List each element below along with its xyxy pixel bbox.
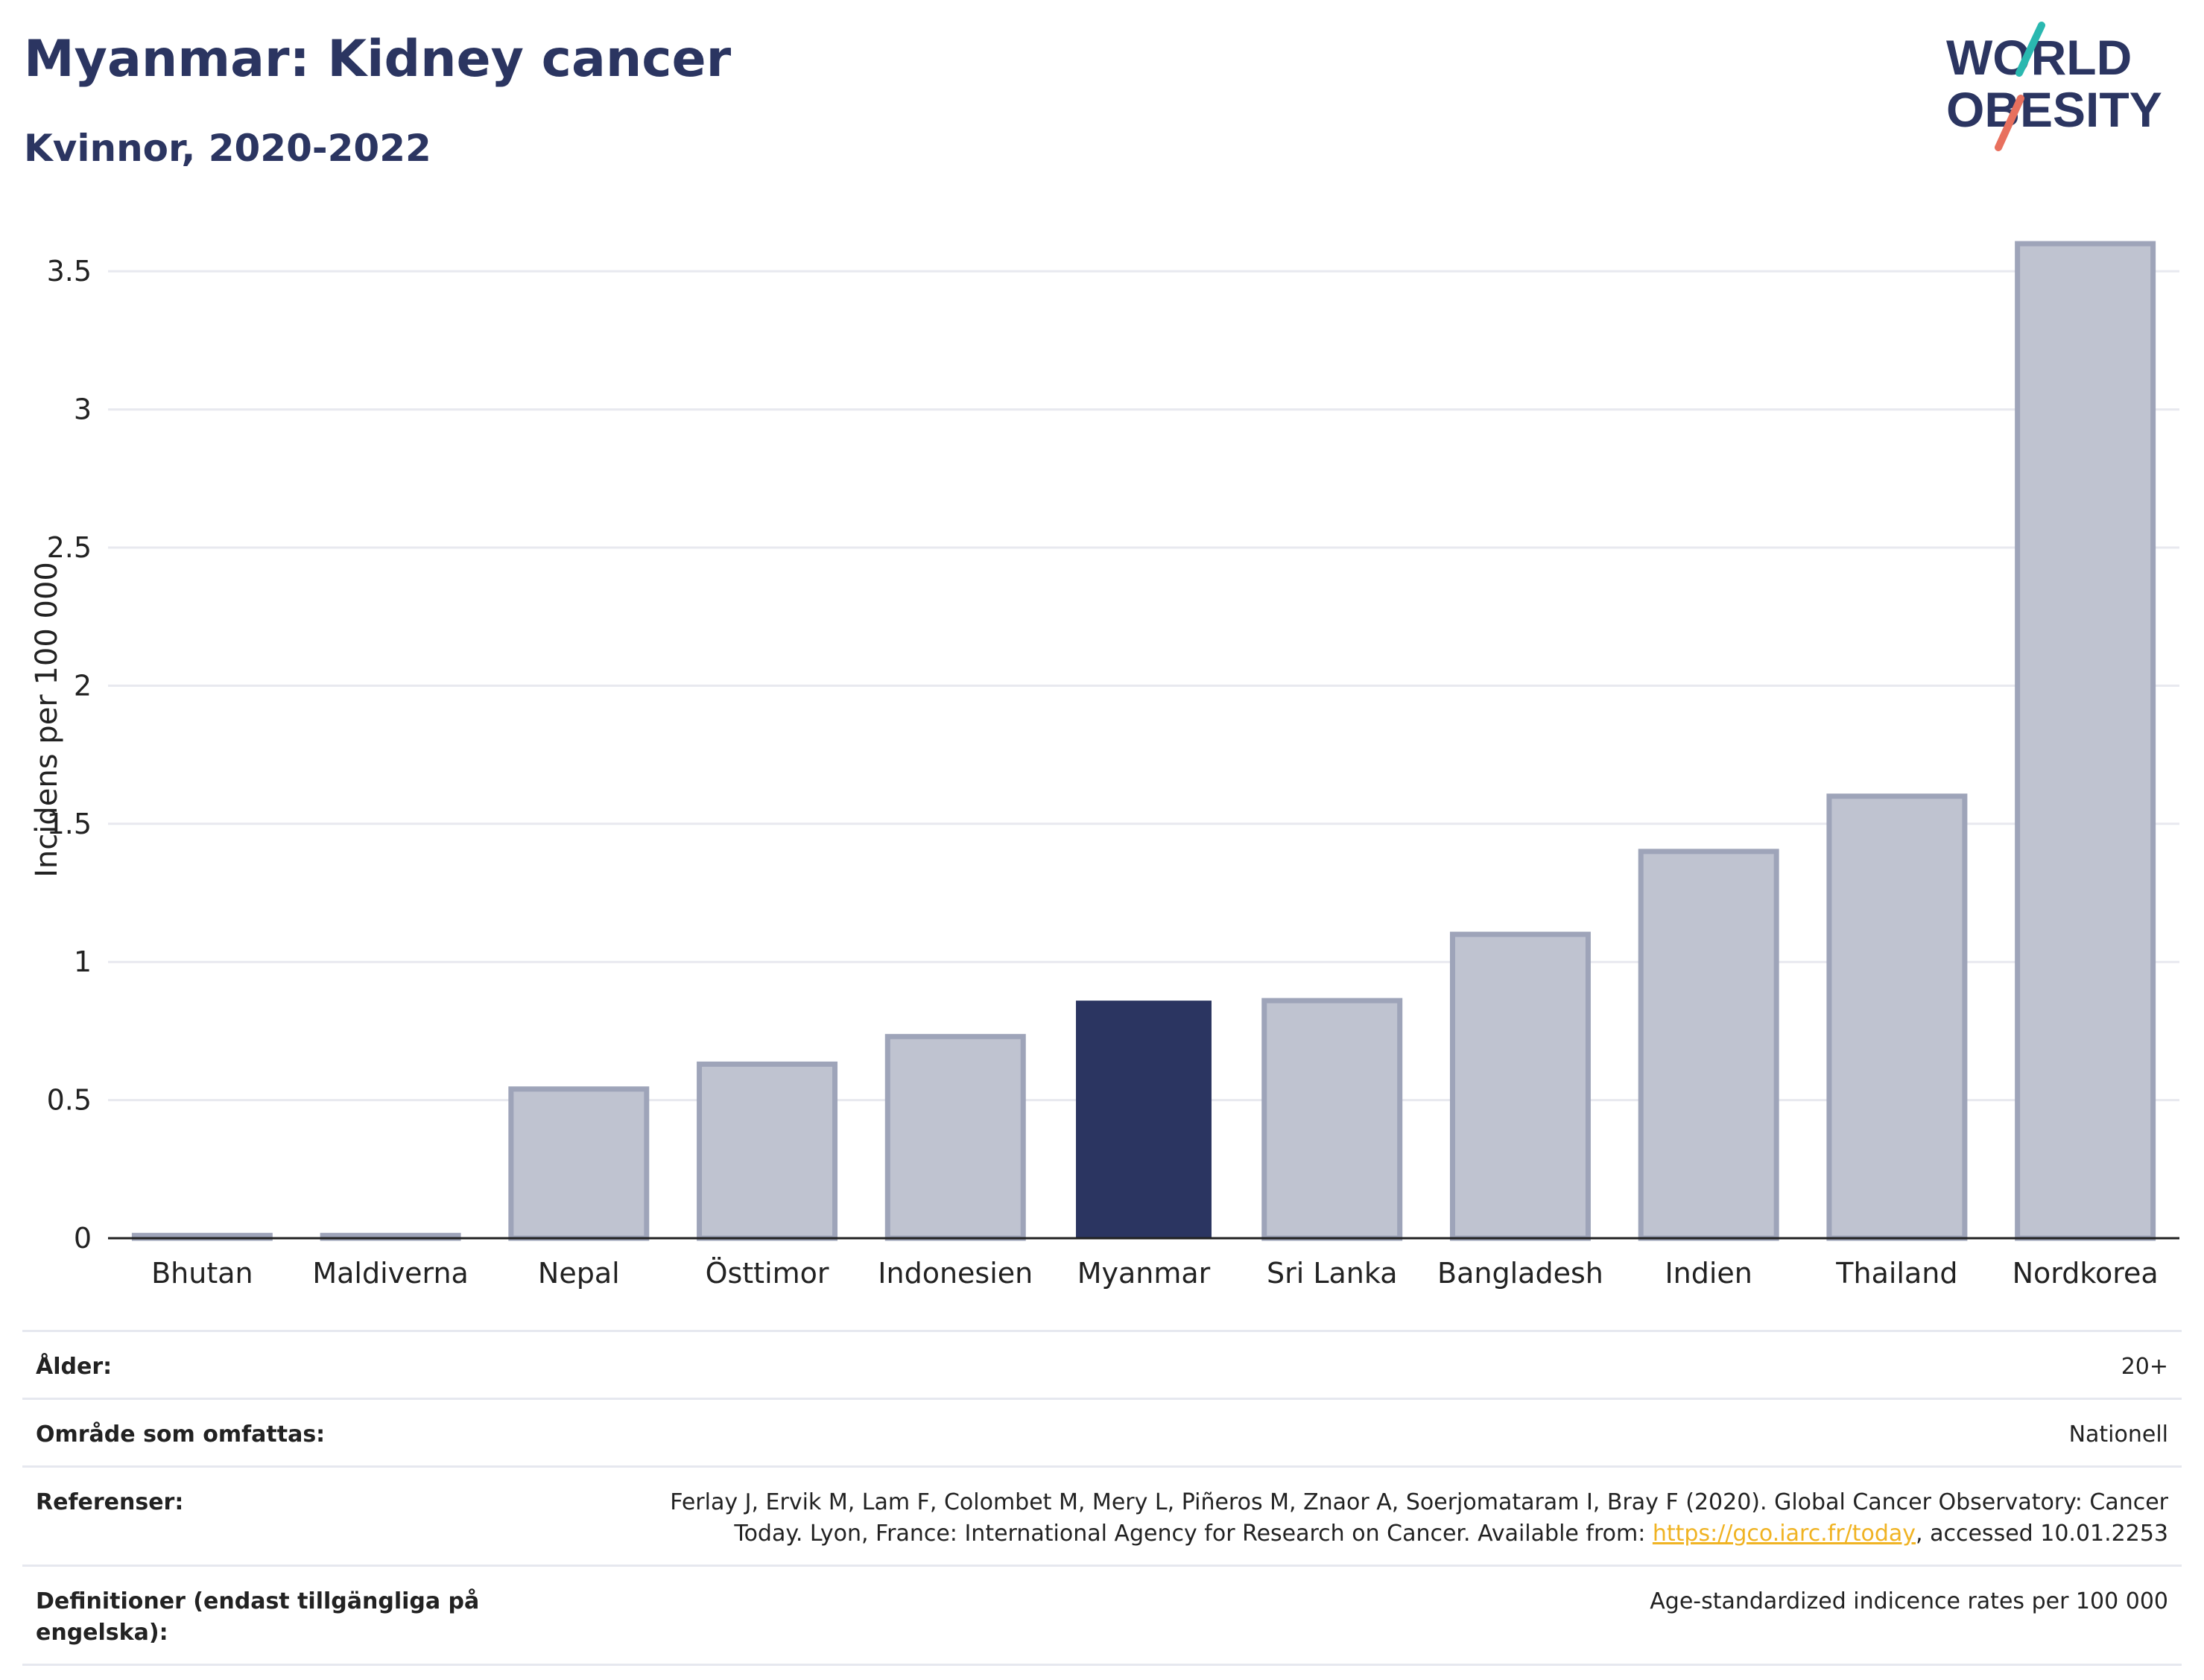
x-tick-label: Bangladesh bbox=[1437, 1257, 1603, 1290]
bar--sttimor bbox=[697, 1061, 838, 1241]
y-tick-label: 0.5 bbox=[47, 1084, 92, 1117]
x-tick-label: Östtimor bbox=[706, 1257, 829, 1290]
x-tick-label: Indonesien bbox=[878, 1257, 1033, 1290]
info-label-area: Område som omfattas: bbox=[36, 1421, 326, 1448]
y-tick-label: 2.5 bbox=[47, 531, 92, 564]
x-tick-label: Nepal bbox=[538, 1257, 620, 1290]
x-tick-label: Nordkorea bbox=[2013, 1257, 2159, 1290]
x-tick-label: Maldiverna bbox=[312, 1257, 469, 1290]
logo-slash-teal bbox=[2015, 22, 2045, 77]
info-row-area: Område som omfattas: Nationell bbox=[22, 1398, 2182, 1465]
info-row-references: Referenser: Ferlay J, Ervik M, Lam F, Co… bbox=[22, 1465, 2182, 1565]
reference-link[interactable]: https://gco.iarc.fr/today bbox=[1652, 1521, 1916, 1547]
reference-text-line1: Ferlay J, Ervik M, Lam F, Colombet M, Me… bbox=[670, 1489, 2168, 1515]
bar-indien bbox=[1638, 849, 1779, 1241]
x-tick-label: Sri Lanka bbox=[1267, 1257, 1398, 1290]
bar-indonesien bbox=[884, 1033, 1026, 1241]
logo-text-obesity: OBESITY bbox=[1946, 82, 2162, 137]
x-tick-label: Myanmar bbox=[1077, 1257, 1211, 1290]
chart-title: Myanmar: Kidney cancer bbox=[24, 30, 732, 89]
bar-myanmar bbox=[1076, 1001, 1212, 1238]
bar-sri-lanka bbox=[1261, 998, 1403, 1241]
info-label-age: Ålder: bbox=[36, 1354, 113, 1380]
y-axis-title: Incidens per 100 000 bbox=[30, 562, 64, 878]
info-value-age: 20+ bbox=[2121, 1354, 2168, 1380]
bar-thailand bbox=[1826, 793, 1968, 1241]
info-label-references: Referenser: bbox=[36, 1489, 184, 1515]
bar-chart: 0 0.5 1 1.5 2 2.5 3 3.5 Bhutan Maldiverna Nepal Öst… bbox=[30, 241, 2179, 1290]
bar-nepal bbox=[508, 1086, 650, 1241]
x-tick-label: Thailand bbox=[1835, 1257, 1957, 1290]
logo-slash-coral bbox=[1995, 95, 2024, 151]
y-tick-label: 3 bbox=[74, 393, 92, 426]
y-tick-label: 0 bbox=[74, 1222, 92, 1255]
reference-text-line2: Today. Lyon, France: International Agenc… bbox=[734, 1521, 1653, 1547]
info-value-definitions: Age-standardized indicence rates per 100… bbox=[1650, 1588, 2168, 1614]
reference-accessed: , accessed 10.01.2253 bbox=[1916, 1521, 2168, 1547]
y-tick-label: 3.5 bbox=[47, 255, 92, 288]
x-tick-label: Indien bbox=[1665, 1257, 1752, 1290]
y-tick-label: 1 bbox=[74, 945, 92, 978]
y-tick-label: 1.5 bbox=[47, 808, 92, 840]
chart-subtitle: Kvinnor, 2020-2022 bbox=[24, 127, 431, 170]
info-row-age: Ålder: 20+ bbox=[22, 1330, 2182, 1398]
x-tick-label: Bhutan bbox=[151, 1257, 253, 1290]
info-value-references: Ferlay J, Ervik M, Lam F, Colombet M, Me… bbox=[670, 1487, 2168, 1550]
bar-nordkorea bbox=[2015, 241, 2156, 1241]
world-obesity-logo: WORLD OBESITY bbox=[1946, 22, 2162, 151]
bar-bangladesh bbox=[1449, 931, 1591, 1241]
info-value-area: Nationell bbox=[2068, 1421, 2168, 1448]
y-tick-label: 2 bbox=[74, 669, 92, 702]
info-table: Ålder: 20+ Område som omfattas: Nationel… bbox=[22, 1330, 2182, 1666]
info-label-definitions: Definitioner (endast tillgängliga på eng… bbox=[36, 1588, 480, 1646]
info-row-definitions: Definitioner (endast tillgängliga på eng… bbox=[22, 1565, 2182, 1666]
